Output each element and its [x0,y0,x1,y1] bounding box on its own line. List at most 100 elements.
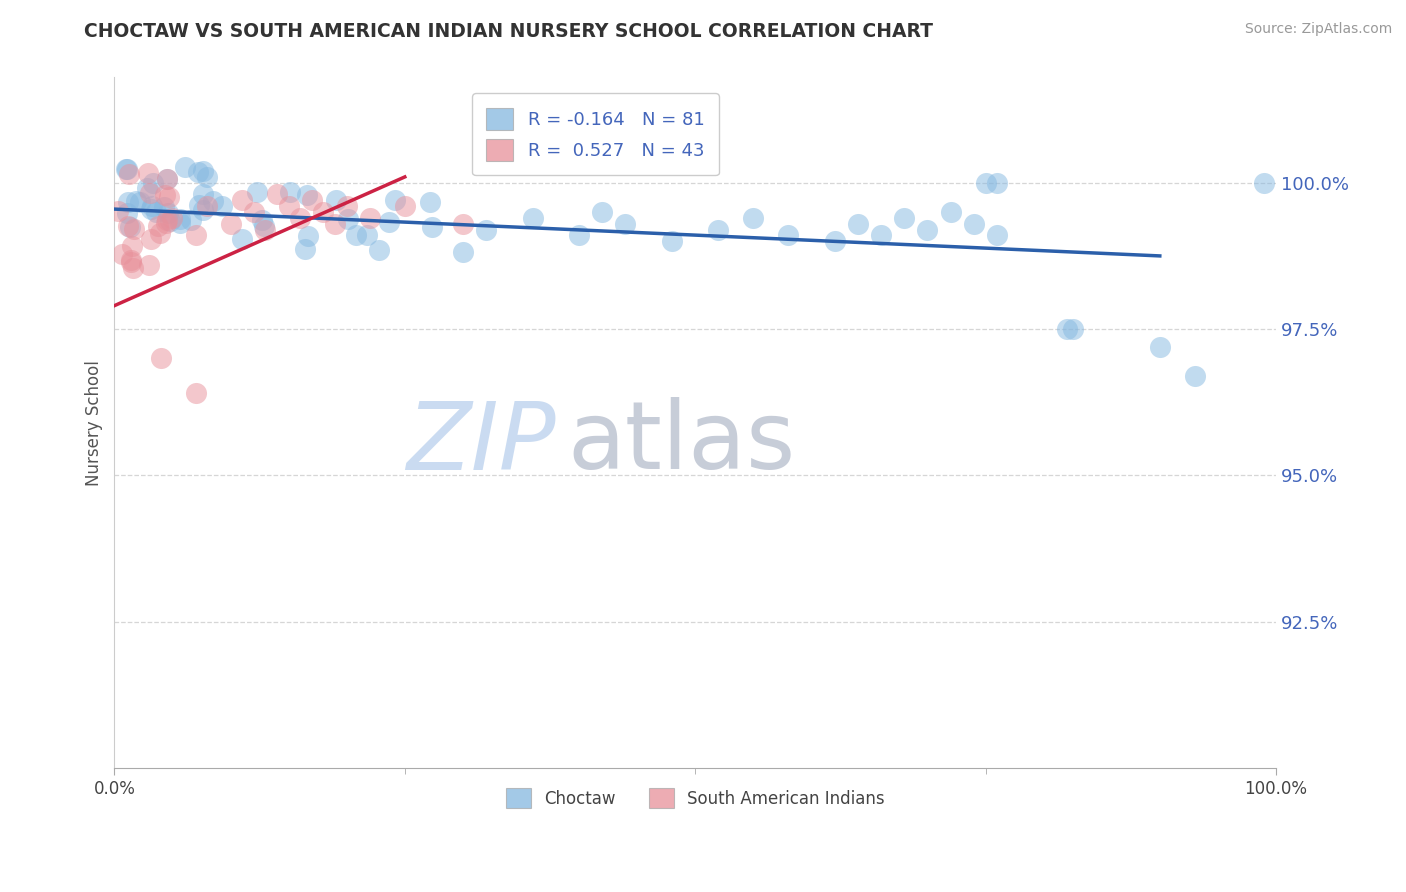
Point [280,185,302,199]
Point [111,246,134,260]
Legend: Choctaw, South American Indians: Choctaw, South American Indians [499,781,891,815]
Point [153,187,176,202]
Point [117,219,139,233]
Point [195,169,218,184]
Point [149,351,172,366]
Point [290,211,312,225]
Point [707,222,730,236]
Point [591,205,613,219]
Point [356,228,378,243]
Point [297,229,319,244]
Point [162,211,184,225]
Point [742,211,765,225]
Point [193,187,215,202]
Point [191,202,214,217]
Point [522,211,544,225]
Point [139,232,162,246]
Point [394,199,416,213]
Point [141,202,163,217]
Point [135,181,157,195]
Point [254,222,277,236]
Point [420,219,443,234]
Point [121,239,143,253]
Point [155,216,177,230]
Point [138,258,160,272]
Point [153,200,176,214]
Point [211,199,233,213]
Point [156,206,179,220]
Point [231,194,253,208]
Point [231,232,253,246]
Point [974,176,997,190]
Point [295,187,318,202]
Point [986,228,1008,243]
Point [124,194,146,208]
Point [136,166,159,180]
Text: Source: ZipAtlas.com: Source: ZipAtlas.com [1244,22,1392,37]
Point [451,245,474,260]
Point [156,213,179,227]
Point [157,190,180,204]
Point [191,163,214,178]
Point [122,222,145,236]
Point [846,217,869,231]
Text: ZIP: ZIP [406,398,555,489]
Point [1056,322,1078,336]
Point [475,222,498,236]
Point [893,211,915,225]
Point [778,228,800,243]
Point [115,205,138,219]
Point [243,205,266,219]
Point [148,219,170,233]
Point [180,212,202,227]
Point [246,186,269,200]
Point [188,198,211,212]
Point [1062,322,1084,336]
Point [114,162,136,177]
Point [169,211,191,226]
Point [451,217,474,231]
Point [1253,176,1275,190]
Point [142,176,165,190]
Point [266,187,288,202]
Point [325,193,347,207]
Point [367,243,389,257]
Point [117,167,139,181]
Point [661,235,683,249]
Point [253,219,276,233]
Point [187,165,209,179]
Point [378,215,401,229]
Point [614,217,637,231]
Point [117,161,139,176]
Point [121,260,143,275]
Point [1149,340,1171,354]
Y-axis label: Nursery School: Nursery School [86,359,103,485]
Point [963,217,986,231]
Point [419,195,441,210]
Point [359,211,381,225]
Point [986,176,1008,190]
Point [1184,368,1206,383]
Point [568,228,591,243]
Point [139,186,162,200]
Point [346,227,368,242]
Point [145,205,167,219]
Point [219,217,242,231]
Point [277,199,299,213]
Text: CHOCTAW VS SOUTH AMERICAN INDIAN NURSERY SCHOOL CORRELATION CHART: CHOCTAW VS SOUTH AMERICAN INDIAN NURSERY… [84,22,934,41]
Point [128,195,150,210]
Point [939,205,962,219]
Point [870,228,893,243]
Point [155,172,177,186]
Point [156,172,179,186]
Point [336,199,359,213]
Text: atlas: atlas [568,398,796,490]
Point [184,228,207,243]
Point [201,194,224,208]
Point [337,212,360,227]
Point [169,216,191,230]
Point [184,386,207,401]
Point [294,242,316,256]
Point [141,199,163,213]
Point [117,194,139,209]
